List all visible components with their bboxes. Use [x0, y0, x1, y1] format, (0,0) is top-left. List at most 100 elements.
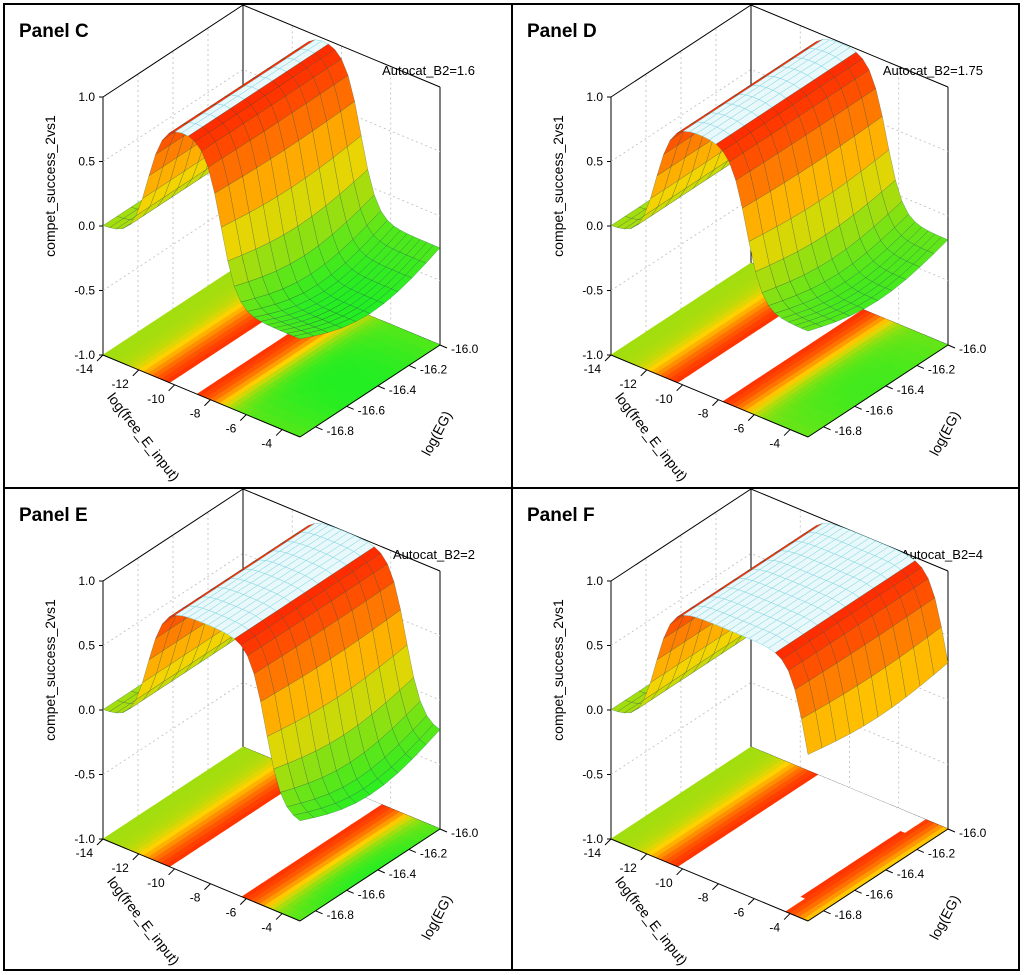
y-axis-label: log(EG): [418, 408, 455, 458]
floor-contour: [610, 262, 949, 438]
x-tick-mark: [712, 399, 719, 407]
x-tick-mark: [783, 913, 791, 920]
panel-c: Panel C Autocat_B2=1.6 1.0 0.5 0.0 -0.5 -1.0 co…: [5, 5, 514, 489]
z-tick-label: 0.0: [586, 219, 603, 233]
x-tick-label: -12: [111, 861, 129, 875]
x-tick-mark: [604, 354, 612, 362]
x-axis-label: log(free_E_input): [104, 390, 183, 484]
parameter-label: Autocat_B2=2: [393, 547, 475, 562]
y-tick-mark: [916, 364, 925, 369]
y-tick-mark: [885, 385, 893, 390]
surface-cell: [363, 778, 385, 796]
x-tick-mark: [132, 853, 140, 861]
top-back-edge-line: [750, 5, 949, 88]
y-tick-label: -16.4: [389, 383, 417, 397]
y-tick-label: -16.2: [928, 846, 956, 860]
wall-gridline: [610, 69, 949, 162]
z-tick-label: 0.5: [586, 155, 603, 169]
y-tick-label: -16.8: [835, 424, 863, 438]
surface-cell: [349, 788, 371, 804]
z-ticks: 1.0 0.5 0.0 -0.5 -1.0: [74, 90, 103, 362]
x-tick-label: -14: [76, 846, 94, 860]
x-tick-label: -4: [769, 437, 780, 451]
x-tick-mark: [640, 369, 648, 377]
y-tick-mark: [854, 889, 862, 894]
z-tick-label: -0.5: [582, 768, 603, 782]
x-tick-label: -10: [655, 392, 673, 406]
y-tick-label: -16.4: [897, 867, 925, 881]
surface-cell: [884, 276, 907, 292]
x-tick-label: -4: [769, 921, 780, 935]
y-tick-mark: [947, 828, 956, 833]
chart-svg: Panel C Autocat_B2=1.6 1.0 0.5 0.0 -0.5 -1.0 co…: [19, 5, 479, 484]
y-tick-mark: [315, 426, 323, 431]
x-tick-label: -6: [226, 422, 237, 436]
x-axis-line: [102, 838, 301, 922]
chart-svg: Panel D Autocat_B2=1.75 1.0 0.5 0.0 -0.5 -1.0 c…: [527, 5, 987, 484]
y-tick-mark: [823, 426, 831, 431]
z-tick-label: -0.5: [74, 768, 95, 782]
x-tick-label: -10: [147, 876, 165, 890]
y-tick-label: -16.0: [959, 342, 987, 356]
x-tick-label: -6: [734, 906, 745, 920]
y-axis-line: [299, 344, 441, 438]
panel-d: Panel D Autocat_B2=1.75 1.0 0.5 0.0 -0.5 -1.0 c…: [513, 5, 1022, 489]
panel-title: Panel D: [527, 21, 597, 42]
x-tick-mark: [747, 898, 755, 905]
y-tick-label: -16.4: [897, 383, 925, 397]
top-left-edge-line: [610, 489, 752, 582]
y-tick-mark: [346, 889, 354, 894]
y-tick-label: -16.4: [389, 867, 417, 881]
z-ticks: 1.0 0.5 0.0 -0.5 -1.0: [74, 574, 103, 846]
panel-e: Panel E Autocat_B2=2 1.0 0.5 0.0 -0.5 -1.0 comp…: [5, 489, 514, 973]
x-axis-label: log(free_E_input): [612, 390, 691, 484]
top-left-edge-line: [102, 489, 244, 582]
x-tick-mark: [132, 369, 140, 377]
wall-gridline: [102, 553, 441, 646]
y-tick-mark: [916, 848, 925, 853]
x-axis: -14 -12 -10 -8 -6 -4: [584, 354, 809, 451]
y-tick-label: -16.6: [866, 403, 894, 417]
y-tick-mark: [315, 910, 323, 915]
top-back-edge-line: [242, 5, 441, 88]
y-tick-label: -16.8: [327, 424, 355, 438]
z-tick-label: -1.0: [582, 348, 603, 362]
y-tick-label: -16.8: [835, 908, 863, 922]
parameter-label: Autocat_B2=1.75: [883, 63, 983, 78]
y-tick-label: -16.2: [420, 362, 448, 376]
x-tick-label: -12: [111, 377, 129, 391]
z-tick-label: 0.5: [78, 639, 95, 653]
y-axis-line: [299, 828, 441, 922]
surface-cell: [405, 738, 427, 760]
surface: [102, 522, 441, 822]
y-tick-label: -16.8: [327, 908, 355, 922]
x-tick-label: -8: [190, 407, 201, 421]
y-axis-label: log(EG): [418, 892, 455, 942]
x-tick-mark: [783, 429, 791, 436]
z-axis-label: compet_success_2vs1: [42, 599, 58, 741]
y-axis-line: [807, 344, 949, 438]
x-tick-label: -6: [734, 422, 745, 436]
x-axis: -14 -12 -10 -8 -6 -4: [76, 838, 301, 935]
x-tick-mark: [275, 913, 283, 920]
x-tick-mark: [676, 384, 683, 392]
z-tick-label: -1.0: [582, 832, 603, 846]
y-axis: -16.0-16.2-16.4-16.6-16.8: [299, 826, 479, 922]
x-tick-mark: [712, 883, 719, 891]
z-tick-label: 0.0: [586, 703, 603, 717]
y-axis-label: log(EG): [926, 892, 963, 942]
y-axis-label: log(EG): [926, 408, 963, 458]
wall-gridline: [102, 682, 441, 775]
z-axis-label: compet_success_2vs1: [42, 115, 58, 257]
z-tick-label: 1.0: [78, 90, 95, 104]
x-tick-label: -12: [619, 861, 637, 875]
x-axis-line: [102, 354, 301, 438]
y-tick-mark: [408, 364, 417, 369]
y-axis-line: [807, 828, 949, 922]
top-left-edge-line: [610, 5, 752, 98]
y-tick-mark: [854, 405, 862, 410]
y-tick-label: -16.6: [358, 887, 386, 901]
z-tick-label: -0.5: [74, 284, 95, 298]
top-left-edge-line: [102, 5, 244, 98]
y-tick-label: -16.0: [959, 826, 987, 840]
